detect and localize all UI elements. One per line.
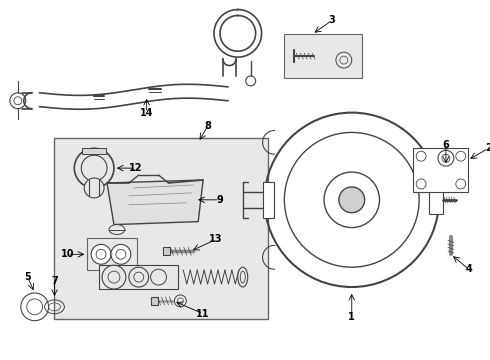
Text: 10: 10 (61, 249, 74, 259)
Text: 12: 12 (129, 163, 143, 173)
Text: 11: 11 (196, 309, 210, 319)
Polygon shape (107, 180, 203, 225)
Circle shape (102, 265, 126, 289)
Bar (263, 182, 274, 218)
Circle shape (339, 187, 365, 213)
Bar (429, 186, 443, 214)
Circle shape (84, 178, 104, 198)
Text: 5: 5 (24, 272, 31, 282)
Text: 3: 3 (329, 15, 335, 26)
Text: 8: 8 (205, 121, 212, 131)
Circle shape (111, 244, 131, 264)
Circle shape (91, 244, 111, 264)
Ellipse shape (238, 267, 248, 287)
Bar (87, 238, 137, 270)
Text: 7: 7 (51, 276, 58, 286)
Bar (82, 148, 106, 154)
Text: 13: 13 (209, 234, 223, 244)
Circle shape (150, 269, 167, 285)
Bar (413, 148, 467, 192)
Text: 9: 9 (217, 195, 223, 205)
Text: 1: 1 (348, 312, 355, 322)
Circle shape (129, 267, 148, 287)
Ellipse shape (109, 225, 125, 234)
Text: 14: 14 (140, 108, 153, 118)
Bar (54, 138, 268, 319)
Bar (150, 297, 158, 305)
Bar (99, 265, 178, 289)
Bar (164, 247, 171, 255)
Text: 6: 6 (442, 140, 449, 150)
Text: 4: 4 (466, 264, 472, 274)
Text: 2: 2 (485, 143, 490, 153)
Bar (284, 34, 362, 78)
